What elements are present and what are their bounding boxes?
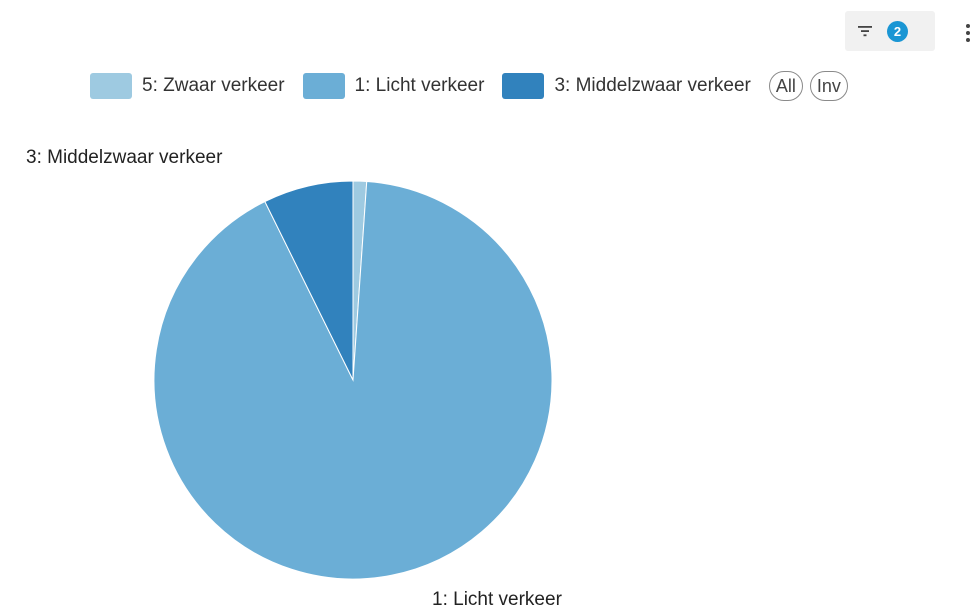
legend-label: 1: Licht verkeer (354, 75, 485, 96)
legend-label: 3: Middelzwaar verkeer (554, 75, 751, 96)
legend-swatch-middelzwaar (502, 73, 545, 99)
legend-invert-button[interactable]: Inv (809, 71, 848, 101)
filter-count-badge: 2 (887, 20, 908, 42)
filter-button[interactable]: 2 (845, 11, 935, 51)
slice-middelzwaar[interactable] (264, 180, 354, 381)
legend-item-middelzwaar[interactable]: 3: Middelzwaar verkeer (502, 73, 751, 99)
legend: 5: Zwaar verkeer 1: Licht verkeer 3: Mid… (90, 71, 855, 101)
legend-label: 5: Zwaar verkeer (142, 75, 285, 96)
legend-item-zwaar[interactable]: 5: Zwaar verkeer (90, 73, 285, 99)
filter-icon (858, 26, 872, 37)
slice-licht[interactable] (153, 180, 553, 580)
more-options-icon[interactable] (966, 24, 972, 42)
legend-swatch-zwaar (90, 73, 132, 99)
legend-item-licht[interactable]: 1: Licht verkeer (302, 73, 485, 99)
legend-swatch-licht (302, 73, 345, 99)
legend-all-button[interactable]: All (768, 71, 803, 101)
slice-label-middelzwaar: 3: Middelzwaar verkeer (26, 147, 223, 168)
toolbar: 2 (845, 11, 970, 51)
slice-label-licht: 1: Licht verkeer (432, 589, 562, 610)
